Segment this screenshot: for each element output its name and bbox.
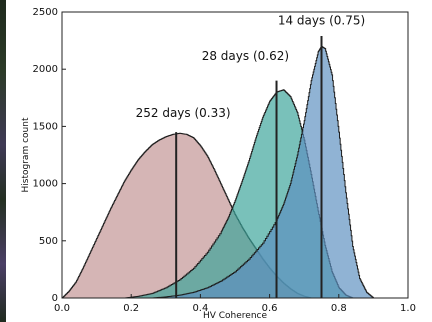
series-label-2: 28 days (0.62)	[202, 49, 289, 63]
y-tick-label: 0	[52, 293, 58, 304]
x-tick-label: 0.2	[123, 303, 139, 314]
series-label-1: 252 days (0.33)	[136, 106, 231, 120]
x-tick-label: 0.0	[54, 303, 70, 314]
plot-frame	[61, 11, 409, 299]
x-tick-label: 0.8	[331, 303, 347, 314]
y-tick-label: 500	[39, 236, 58, 247]
series-label-3: 14 days (0.75)	[278, 14, 365, 28]
y-tick-label: 2500	[33, 7, 58, 18]
x-tick-label: 1.0	[400, 303, 416, 314]
y-tick-label: 1500	[33, 121, 58, 132]
histogram-series-3	[151, 45, 374, 299]
y-axis-title: Histogram count	[21, 117, 31, 192]
y-tick-label: 2000	[33, 64, 58, 75]
y-tick-label: 1000	[33, 179, 58, 190]
x-axis-title: HV Coherence	[203, 311, 268, 321]
x-tick-label: 0.6	[262, 303, 278, 314]
x-tick-label: 0.4	[192, 303, 208, 314]
left-image-strip	[0, 0, 6, 322]
